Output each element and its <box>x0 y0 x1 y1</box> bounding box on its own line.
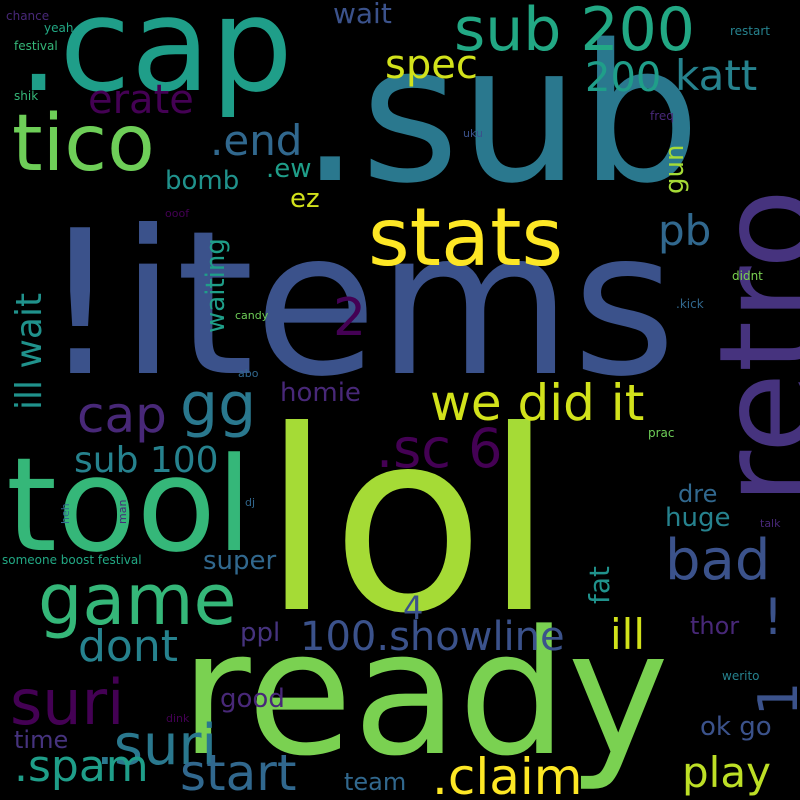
word: stats <box>368 191 564 284</box>
word: dont <box>78 621 178 672</box>
word: wait <box>333 0 392 30</box>
word: team <box>344 768 407 796</box>
word: ! <box>763 588 784 646</box>
word: game <box>38 559 237 641</box>
word: 2 <box>333 288 367 348</box>
word: tico <box>12 99 155 189</box>
word: huge <box>665 503 731 533</box>
word: .suri <box>96 713 218 778</box>
word: lol <box>262 377 554 668</box>
word: 1 <box>747 682 800 716</box>
word: play <box>682 748 771 797</box>
word: prac <box>648 426 675 440</box>
word: bad <box>665 528 771 593</box>
word: ez <box>290 184 320 214</box>
word: gg <box>180 370 257 440</box>
word: pb <box>658 206 712 255</box>
word: erate <box>88 77 194 123</box>
word: retro <box>691 188 800 505</box>
word: start <box>180 744 297 800</box>
word: restart <box>730 24 771 38</box>
word: waiting <box>201 238 231 333</box>
word: festival <box>14 39 58 53</box>
word: .kick <box>676 297 704 311</box>
word: gun <box>660 144 690 194</box>
word: .claim <box>432 748 583 800</box>
word: chance <box>6 9 50 23</box>
word: yeah <box>44 21 74 35</box>
word: .sub <box>300 4 701 225</box>
word: homie <box>280 378 361 408</box>
word: shik <box>14 89 39 103</box>
word: .sc 6 <box>376 417 503 480</box>
word: uku <box>463 127 483 140</box>
word: ppl <box>240 618 281 648</box>
word: .spam <box>14 741 149 792</box>
word: didnt <box>732 269 763 283</box>
word: bomb <box>165 166 240 196</box>
word: sub 200 <box>454 0 695 65</box>
word: thor <box>690 612 740 640</box>
word: man <box>116 499 129 524</box>
word: ill wait <box>9 292 50 410</box>
word: werito <box>722 669 760 683</box>
word: dj <box>245 496 256 509</box>
word: abo <box>238 367 259 380</box>
word: suri <box>10 666 125 739</box>
word: time <box>14 726 69 754</box>
word: 4 <box>403 589 424 627</box>
word: !items <box>40 188 677 421</box>
word: .cap <box>18 0 293 121</box>
word: talk <box>760 517 781 530</box>
word: tool <box>6 429 253 581</box>
word: heh <box>59 503 72 524</box>
word: .end <box>210 116 303 165</box>
word: candy <box>235 309 269 322</box>
word: we did it <box>430 374 645 432</box>
word: ready <box>180 593 670 794</box>
word: someone boost festival <box>2 553 142 567</box>
word: fat <box>583 566 616 604</box>
word: .ew <box>266 154 312 184</box>
word: cap <box>77 386 167 444</box>
word: dink <box>166 712 190 725</box>
word: freq <box>650 109 674 123</box>
word: katt <box>675 51 758 100</box>
word: spec <box>385 42 478 88</box>
word: 200 <box>585 55 662 101</box>
word: ok go <box>700 712 772 742</box>
word: super <box>203 546 277 576</box>
word: dre <box>678 480 718 508</box>
word: ill <box>610 610 646 659</box>
word: good <box>220 684 285 714</box>
word: sub 100 <box>74 440 219 481</box>
word: ooof <box>165 207 190 220</box>
word: 100.showline <box>300 614 565 660</box>
